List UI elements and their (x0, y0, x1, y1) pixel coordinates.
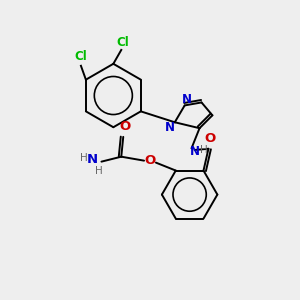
Text: H: H (200, 145, 207, 155)
Text: N: N (182, 93, 192, 106)
Text: O: O (205, 132, 216, 146)
Text: Cl: Cl (75, 50, 87, 63)
Text: N: N (165, 121, 175, 134)
Text: H: H (94, 166, 102, 176)
Text: O: O (144, 154, 156, 167)
Text: Cl: Cl (117, 35, 130, 49)
Text: H: H (80, 153, 88, 163)
Text: O: O (120, 121, 131, 134)
Text: N: N (87, 153, 98, 166)
Text: N: N (190, 146, 200, 158)
